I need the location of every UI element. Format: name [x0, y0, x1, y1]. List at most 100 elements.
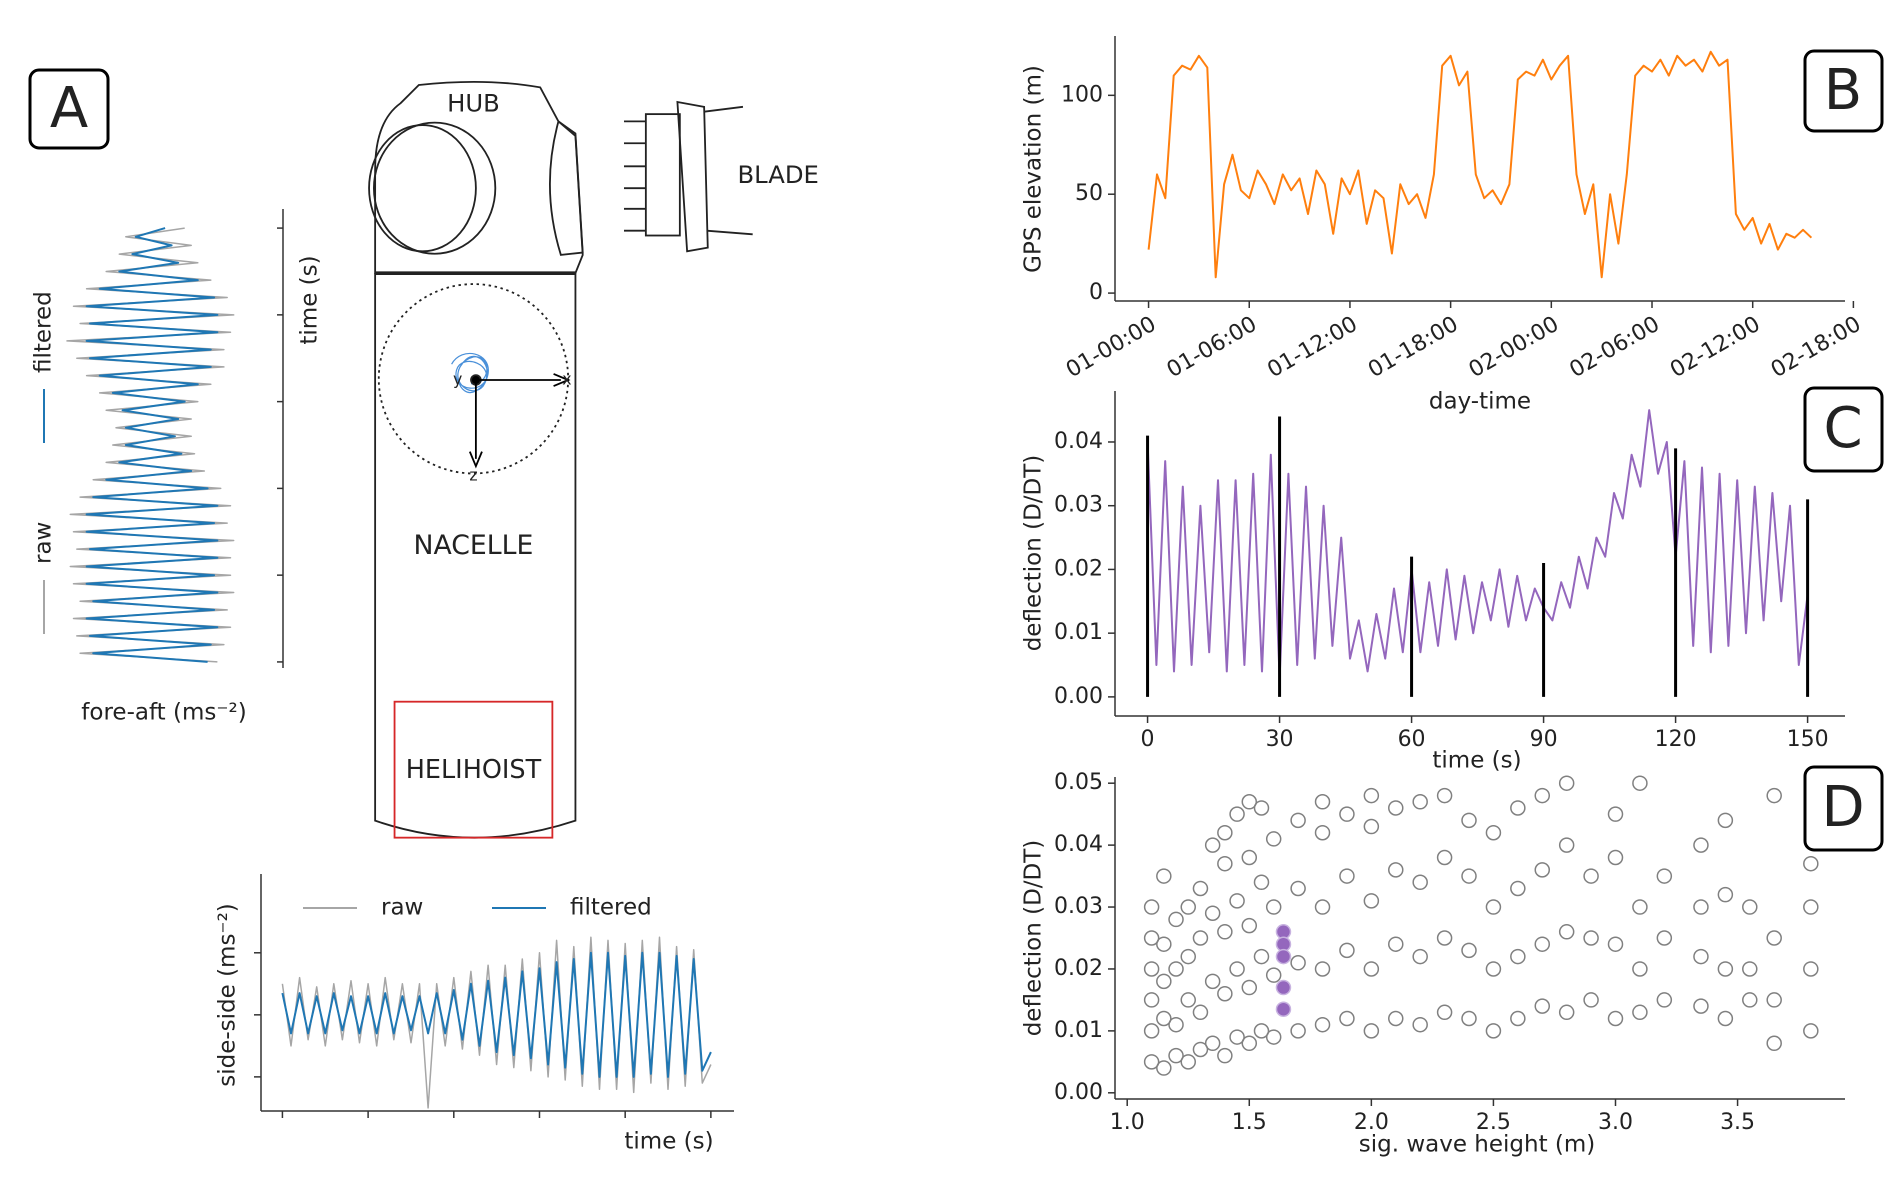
y-tick-label: 0.00 — [1054, 1080, 1103, 1105]
scatter-point — [1275, 979, 1292, 996]
scatter-point — [1717, 961, 1734, 977]
scatter-point — [1156, 973, 1172, 990]
scatter-point — [1204, 973, 1221, 990]
blade-collar — [676, 100, 709, 253]
scatter-point — [1217, 855, 1233, 872]
scatter-point — [1290, 880, 1306, 897]
scatter-point — [1766, 787, 1782, 804]
scatter-point — [1717, 886, 1734, 903]
hub-disc — [368, 124, 477, 253]
hub-label: HUB — [447, 88, 500, 117]
y-tick-label: 0.03 — [1054, 493, 1103, 518]
scatter-point — [1168, 911, 1184, 928]
scatter-point — [1510, 948, 1526, 965]
nacelle-label: NACELLE — [414, 530, 534, 561]
scatter-point — [1192, 1004, 1209, 1021]
scatter-point — [1388, 862, 1404, 878]
x-tick-label: 120 — [1655, 727, 1697, 752]
scatter-point — [1583, 992, 1599, 1008]
panel-letter: B — [1824, 58, 1862, 123]
letter-box — [1803, 765, 1884, 852]
scatter-point — [1143, 992, 1160, 1008]
scatter-point — [1656, 992, 1673, 1008]
scatter-point — [1742, 961, 1758, 977]
scatter-point — [1180, 899, 1196, 915]
scatter-point — [1766, 930, 1782, 946]
scatter-point — [1180, 992, 1196, 1008]
scatter-point — [1534, 862, 1551, 878]
hub-disc — [373, 121, 497, 255]
scatter-point — [1510, 880, 1526, 897]
scatter-point — [1339, 806, 1355, 822]
scatter-point — [1607, 849, 1624, 866]
helihoist-box — [393, 700, 554, 839]
scatter-point — [1766, 992, 1782, 1008]
scatter-point — [1265, 831, 1282, 847]
x-tick-label: 2.0 — [1354, 1110, 1389, 1135]
scatter-point — [1229, 1029, 1245, 1045]
scatter-point — [1275, 1001, 1292, 1017]
y-tick-label: 50 — [1075, 181, 1103, 206]
scatter-point — [1204, 1035, 1221, 1052]
scatter-point — [1156, 1060, 1172, 1076]
y-tick-label: 0.01 — [1054, 1018, 1103, 1043]
scatter-point — [1632, 899, 1648, 915]
legend-label: filtered — [570, 895, 652, 921]
x-tick-label: 2.5 — [1476, 1110, 1511, 1135]
scatter-point — [1412, 874, 1428, 891]
scatter-point — [1363, 893, 1380, 909]
scatter-point — [1461, 868, 1477, 884]
letter-box — [1803, 386, 1884, 473]
scatter-point — [1253, 800, 1270, 816]
x-label: sig. wave height (m) — [1359, 1132, 1596, 1158]
scatter-point — [1314, 961, 1331, 977]
y-tick-label: 0.03 — [1054, 894, 1103, 919]
scatter-point — [1534, 787, 1551, 804]
scatter-point — [1229, 806, 1245, 822]
y-tick-label: 0.04 — [1054, 832, 1103, 857]
scatter-point — [1461, 812, 1477, 829]
x-tick-label: 01-00:00 — [1062, 312, 1161, 383]
scatter-point — [1534, 936, 1551, 952]
scatter-point — [1143, 1023, 1160, 1039]
scatter-point — [1241, 1035, 1258, 1052]
letter-box — [28, 68, 110, 150]
scatter-point — [1265, 967, 1282, 983]
x-tick-label: 01-18:00 — [1364, 312, 1463, 383]
scatter-point — [1388, 1010, 1404, 1027]
scatter-point — [1461, 942, 1477, 959]
x-tick-label: 02-00:00 — [1465, 312, 1564, 383]
scatter-point — [1803, 855, 1819, 872]
scatter-point — [1485, 961, 1502, 977]
scatter-point — [1363, 787, 1380, 804]
orbit-trace — [451, 352, 489, 394]
scatter-point — [1558, 775, 1575, 791]
y-axis-label: y — [453, 369, 462, 388]
scatter-point — [1290, 955, 1306, 971]
scatter-point — [1717, 1010, 1734, 1027]
scatter-point — [1143, 961, 1160, 977]
scatter-point — [1156, 1010, 1172, 1027]
scatter-point — [1388, 800, 1404, 816]
x-tick-label: 02-06:00 — [1565, 312, 1664, 383]
scatter-point — [1436, 849, 1453, 866]
turbine-diagram: HUB BLADE NACELLE HELIHOIST x y z — [368, 80, 819, 839]
scatter-point — [1693, 998, 1709, 1014]
scatter-point — [1436, 1004, 1453, 1021]
scatter-point — [1275, 948, 1292, 965]
x-tick-label: 1.0 — [1110, 1110, 1145, 1135]
scatter-point — [1180, 948, 1196, 965]
panel-letters: A B C D — [28, 49, 1884, 852]
panel-letter: A — [50, 76, 88, 141]
scatter-point — [1156, 936, 1172, 952]
scatter-point — [1180, 1054, 1196, 1070]
x-label: day-time — [1429, 389, 1531, 415]
x-label: time (s) — [297, 255, 323, 344]
y-label: GPS elevation (m) — [1021, 65, 1047, 273]
scatter-point — [1241, 794, 1258, 810]
y-label: fore-aft (ms⁻²) — [81, 700, 246, 726]
scatter-point — [1803, 961, 1819, 977]
scatter-point — [1607, 806, 1624, 822]
blade-label: BLADE — [738, 160, 819, 189]
y-label: side-side (ms⁻²) — [215, 903, 241, 1087]
